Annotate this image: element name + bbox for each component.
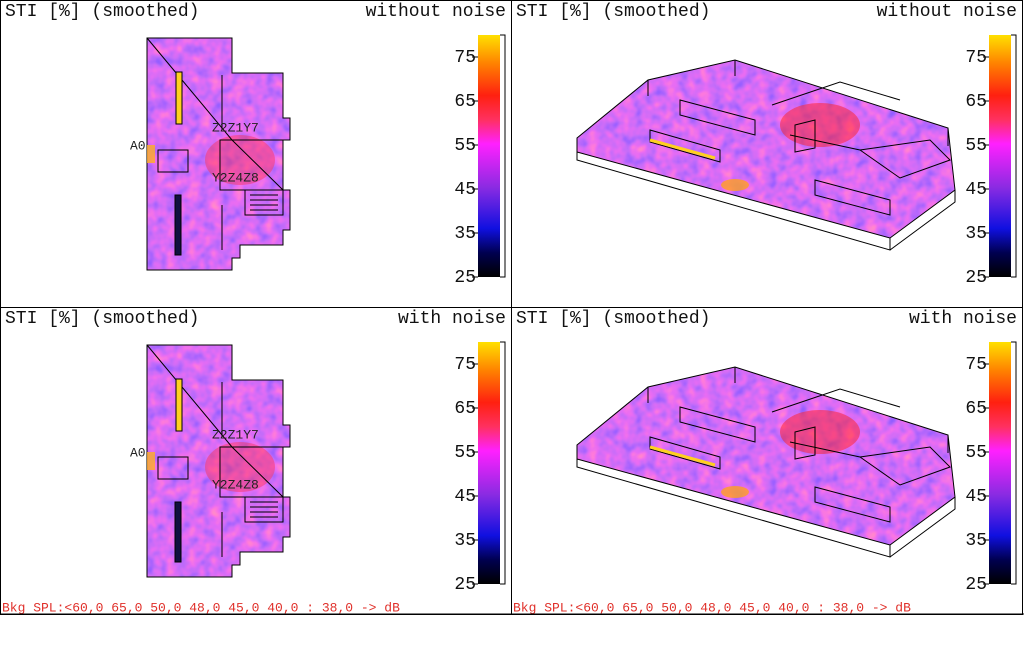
colorbar-bracket [500,341,506,585]
colorbar-tick-label: 65 [965,92,987,112]
colorbar-bracket [1011,34,1017,278]
colorbar [989,342,1011,584]
colorbar-tick-label: 75 [965,48,987,68]
colorbar-tick-label: 35 [965,224,987,244]
panel-title: STI [%] (smoothed) [516,2,710,22]
colorbar-tick-label: 75 [454,355,476,375]
colorbar-tick-label: 65 [454,92,476,112]
panel: STI [%] (smoothed) without noise 25 35 45 55 6… [511,0,1023,308]
colorbar-tick-label: 25 [965,575,987,595]
colorbar-tick-label: 45 [454,180,476,200]
colorbar [478,35,500,277]
panel-title: STI [%] (smoothed) [5,309,199,329]
panel-condition: with noise [909,309,1017,329]
colorbar-tick-label: 25 [454,268,476,288]
plan-label: Y2Z4Z8 [212,170,259,185]
panel-condition: with noise [398,309,506,329]
colorbar-bracket [1011,341,1017,585]
colorbar [989,35,1011,277]
plan-label: Z2Z1Y7 [212,120,259,135]
colorbar-tick-label: 55 [454,136,476,156]
background-spl: Bkg SPL:<60,0 65,0 50,0 48,0 45,0 40,0 :… [2,600,400,615]
plan-label: Y2Z4Z8 [212,477,259,492]
colorbar-tick-label: 45 [454,487,476,507]
colorbar-tick-label: 75 [454,48,476,68]
colorbar-bracket [500,34,506,278]
panel-title: STI [%] (smoothed) [516,309,710,329]
colorbar-tick-label: 35 [454,224,476,244]
colorbar [478,342,500,584]
panel-condition: without noise [366,2,506,22]
panel-condition: without noise [877,2,1017,22]
colorbar-tick-label: 25 [454,575,476,595]
colorbar-tick-label: 55 [965,443,987,463]
plan-label: A0 [130,445,146,460]
plan-label: Z2Z1Y7 [212,427,259,442]
colorbar-tick-label: 65 [454,399,476,419]
panel: STI [%] (smoothed) without noise A0 Z2Z1Y7 Y… [0,0,512,308]
panel-title: STI [%] (smoothed) [5,2,199,22]
panel: STI [%] (smoothed) with noise 25 35 45 55 65 75… [511,307,1023,615]
background-spl: Bkg SPL:<60,0 65,0 50,0 48,0 45,0 40,0 :… [513,600,911,615]
colorbar-tick-label: 25 [965,268,987,288]
colorbar-tick-label: 55 [965,136,987,156]
plan-label: A0 [130,138,146,153]
colorbar-tick-label: 35 [454,531,476,551]
colorbar-tick-label: 45 [965,487,987,507]
colorbar-tick-label: 75 [965,355,987,375]
colorbar-tick-label: 55 [454,443,476,463]
panel-grid: STI [%] (smoothed) without noise A0 Z2Z1Y7 Y… [0,0,1023,615]
panel: STI [%] (smoothed) with noise A0 Z2Z1Y7 Y2Z4… [0,307,512,615]
colorbar-tick-label: 35 [965,531,987,551]
colorbar-tick-label: 65 [965,399,987,419]
colorbar-tick-label: 45 [965,180,987,200]
